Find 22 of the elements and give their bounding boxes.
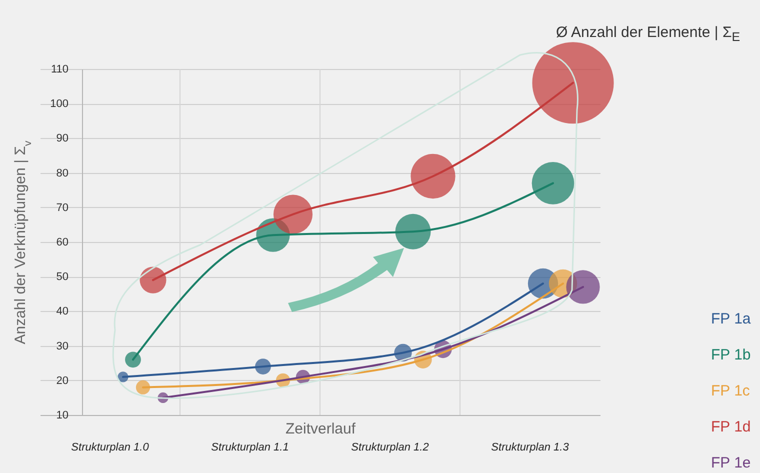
text: FP 1c bbox=[711, 382, 750, 400]
y-tick-label: 10 bbox=[56, 410, 68, 422]
x-tick-label: Strukturplan 1.0 bbox=[71, 442, 150, 454]
text: FP 1e bbox=[711, 454, 751, 472]
text: FP 1d bbox=[711, 418, 751, 436]
y-tick-label: 90 bbox=[56, 132, 68, 145]
y-tick-label: 50 bbox=[56, 271, 68, 284]
text: Ø Anzahl der Elemente | Σ$_{E}$ bbox=[556, 24, 740, 44]
x-axis-title: Zeitverlauf bbox=[285, 420, 356, 438]
text: FP 1a bbox=[711, 310, 752, 328]
y-tick-label: 70 bbox=[56, 202, 68, 214]
x-tick-label: Strukturplan 1.1 bbox=[211, 442, 289, 454]
x-tick-label: Strukturplan 1.2 bbox=[351, 442, 429, 454]
y-tick-label: 30 bbox=[56, 340, 68, 352]
y-tick-label: 60 bbox=[56, 236, 68, 248]
y-tick-label: 110 bbox=[50, 64, 68, 76]
y-tick-label: 100 bbox=[50, 98, 68, 110]
x-tick-label: Strukturplan 1.3 bbox=[491, 442, 570, 454]
text: FP 1b bbox=[711, 346, 751, 364]
y-tick-label: 40 bbox=[56, 306, 68, 318]
y-tick-label: 20 bbox=[56, 374, 68, 387]
y-tick-label: 80 bbox=[56, 167, 68, 180]
